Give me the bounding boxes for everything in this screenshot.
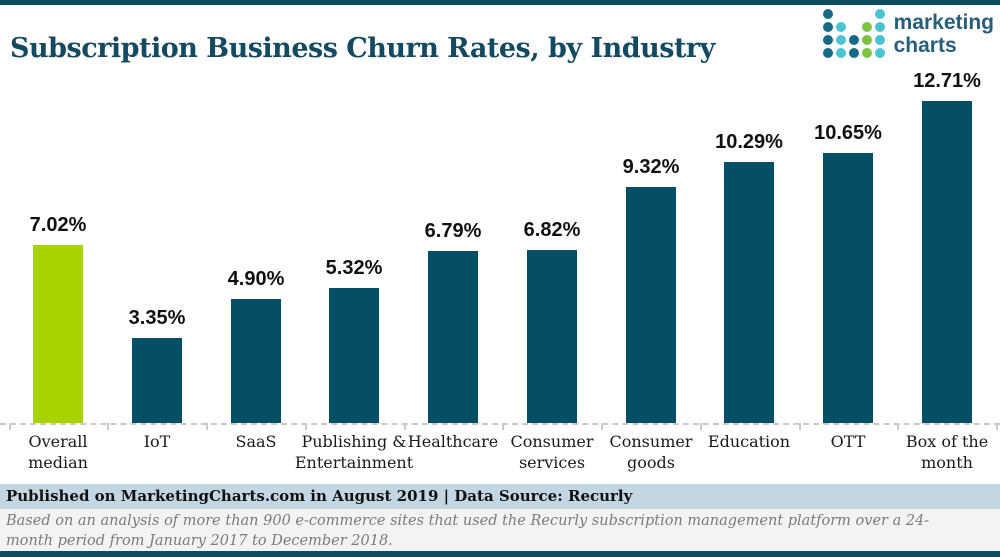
page-title: Subscription Business Churn Rates, by In…: [10, 33, 715, 65]
logo-dot-icon: [874, 9, 885, 19]
logo-dot-icon: [822, 22, 833, 32]
axis-label-overall-median: Overall median: [28, 432, 88, 472]
logo-dot-icon: [874, 35, 885, 45]
bar-value-iot: 3.35%: [128, 307, 186, 329]
bar-value-ott: 10.65%: [814, 122, 882, 144]
axis-label-box-of-the-month: Box of the month: [905, 432, 989, 472]
source-bar: Published on MarketingCharts.com in Augu…: [0, 484, 1000, 509]
bottom-border: [0, 551, 1000, 557]
bar-ott: [823, 153, 873, 423]
bar-iot: [132, 338, 182, 423]
bar-value-education: 10.29%: [715, 131, 783, 153]
axis-tick: [897, 423, 899, 430]
logo-dot-icon: [822, 48, 833, 58]
axis-label-saas: SaaS: [235, 432, 277, 451]
logo-dots-icon: [822, 9, 885, 58]
axis-label-education: Education: [707, 432, 791, 451]
axis-tick: [9, 423, 11, 430]
logo-dot-icon: [874, 48, 885, 58]
plot-area: 7.02% 3.35% 4.90% 5.32% 6.79% 6.82% 9.32% 10.29…: [0, 59, 1000, 430]
top-border: [0, 0, 1000, 5]
logo-dot-icon: [861, 35, 872, 45]
bar-education: [724, 162, 774, 423]
bar-consumer-services: [527, 250, 577, 423]
logo-dot-icon: [849, 9, 859, 19]
bar-value-publishing-entertainment: 5.32%: [325, 257, 383, 279]
logo-dot-icon: [835, 48, 846, 58]
logo-dot-icon: [862, 9, 872, 19]
logo-dot-icon: [822, 9, 833, 19]
axis-label-publishing-entertainment: Publishing & Entertainment: [294, 432, 414, 472]
logo-dot-icon: [848, 48, 859, 58]
bar-consumer-goods: [626, 187, 676, 423]
axis-tick: [206, 423, 208, 430]
axis-label-consumer-goods: Consumer goods: [609, 432, 693, 472]
logo-dot-icon: [835, 35, 846, 45]
axis-tick: [502, 423, 504, 430]
bar-value-consumer-goods: 9.32%: [622, 156, 680, 178]
axis-tick: [601, 423, 603, 430]
bar-value-box-of-the-month: 12.71%: [913, 70, 981, 92]
logo-dot-icon: [874, 22, 885, 32]
bar-publishing-entertainment: [329, 288, 379, 423]
logo-dot-icon: [836, 9, 846, 19]
logo-dot-icon: [848, 35, 859, 45]
axis-label-iot: IoT: [143, 432, 171, 451]
bar-healthcare: [428, 251, 478, 423]
bar-value-healthcare: 6.79%: [424, 220, 482, 242]
x-axis-labels: Overall median IoT SaaS Publishing & Entert…: [0, 431, 1000, 481]
logo-wordmark: marketing charts: [894, 11, 994, 57]
axis-tick: [107, 423, 109, 430]
logo-word-charts: charts: [893, 33, 957, 57]
axis-tick: [305, 423, 307, 430]
bar-value-overall-median: 7.02%: [29, 214, 87, 236]
bar-value-saas: 4.90%: [227, 268, 285, 290]
logo-word-marketing: marketing: [893, 10, 994, 34]
bar-saas: [231, 299, 281, 423]
x-axis-baseline: [0, 423, 1000, 425]
footnote: Based on an analysis of more than 900 e-…: [0, 509, 1000, 551]
marketingcharts-logo: marketing charts: [822, 9, 994, 58]
bar-box-of-the-month: [922, 101, 972, 423]
axis-tick: [700, 423, 702, 430]
axis-tick: [799, 423, 801, 430]
axis-label-consumer-services: Consumer services: [510, 432, 594, 472]
logo-dot-icon: [861, 22, 872, 32]
bar-value-consumer-services: 6.82%: [523, 219, 581, 241]
logo-dot-icon: [849, 22, 859, 32]
axis-label-ott: OTT: [830, 432, 866, 451]
axis-label-healthcare: Healthcare: [407, 432, 499, 451]
logo-dot-icon: [835, 22, 846, 32]
bar-overall-median: [33, 245, 83, 423]
logo-dot-icon: [822, 35, 833, 45]
axis-tick: [404, 423, 406, 430]
logo-dot-icon: [861, 48, 872, 58]
axis-tick: [996, 423, 998, 430]
